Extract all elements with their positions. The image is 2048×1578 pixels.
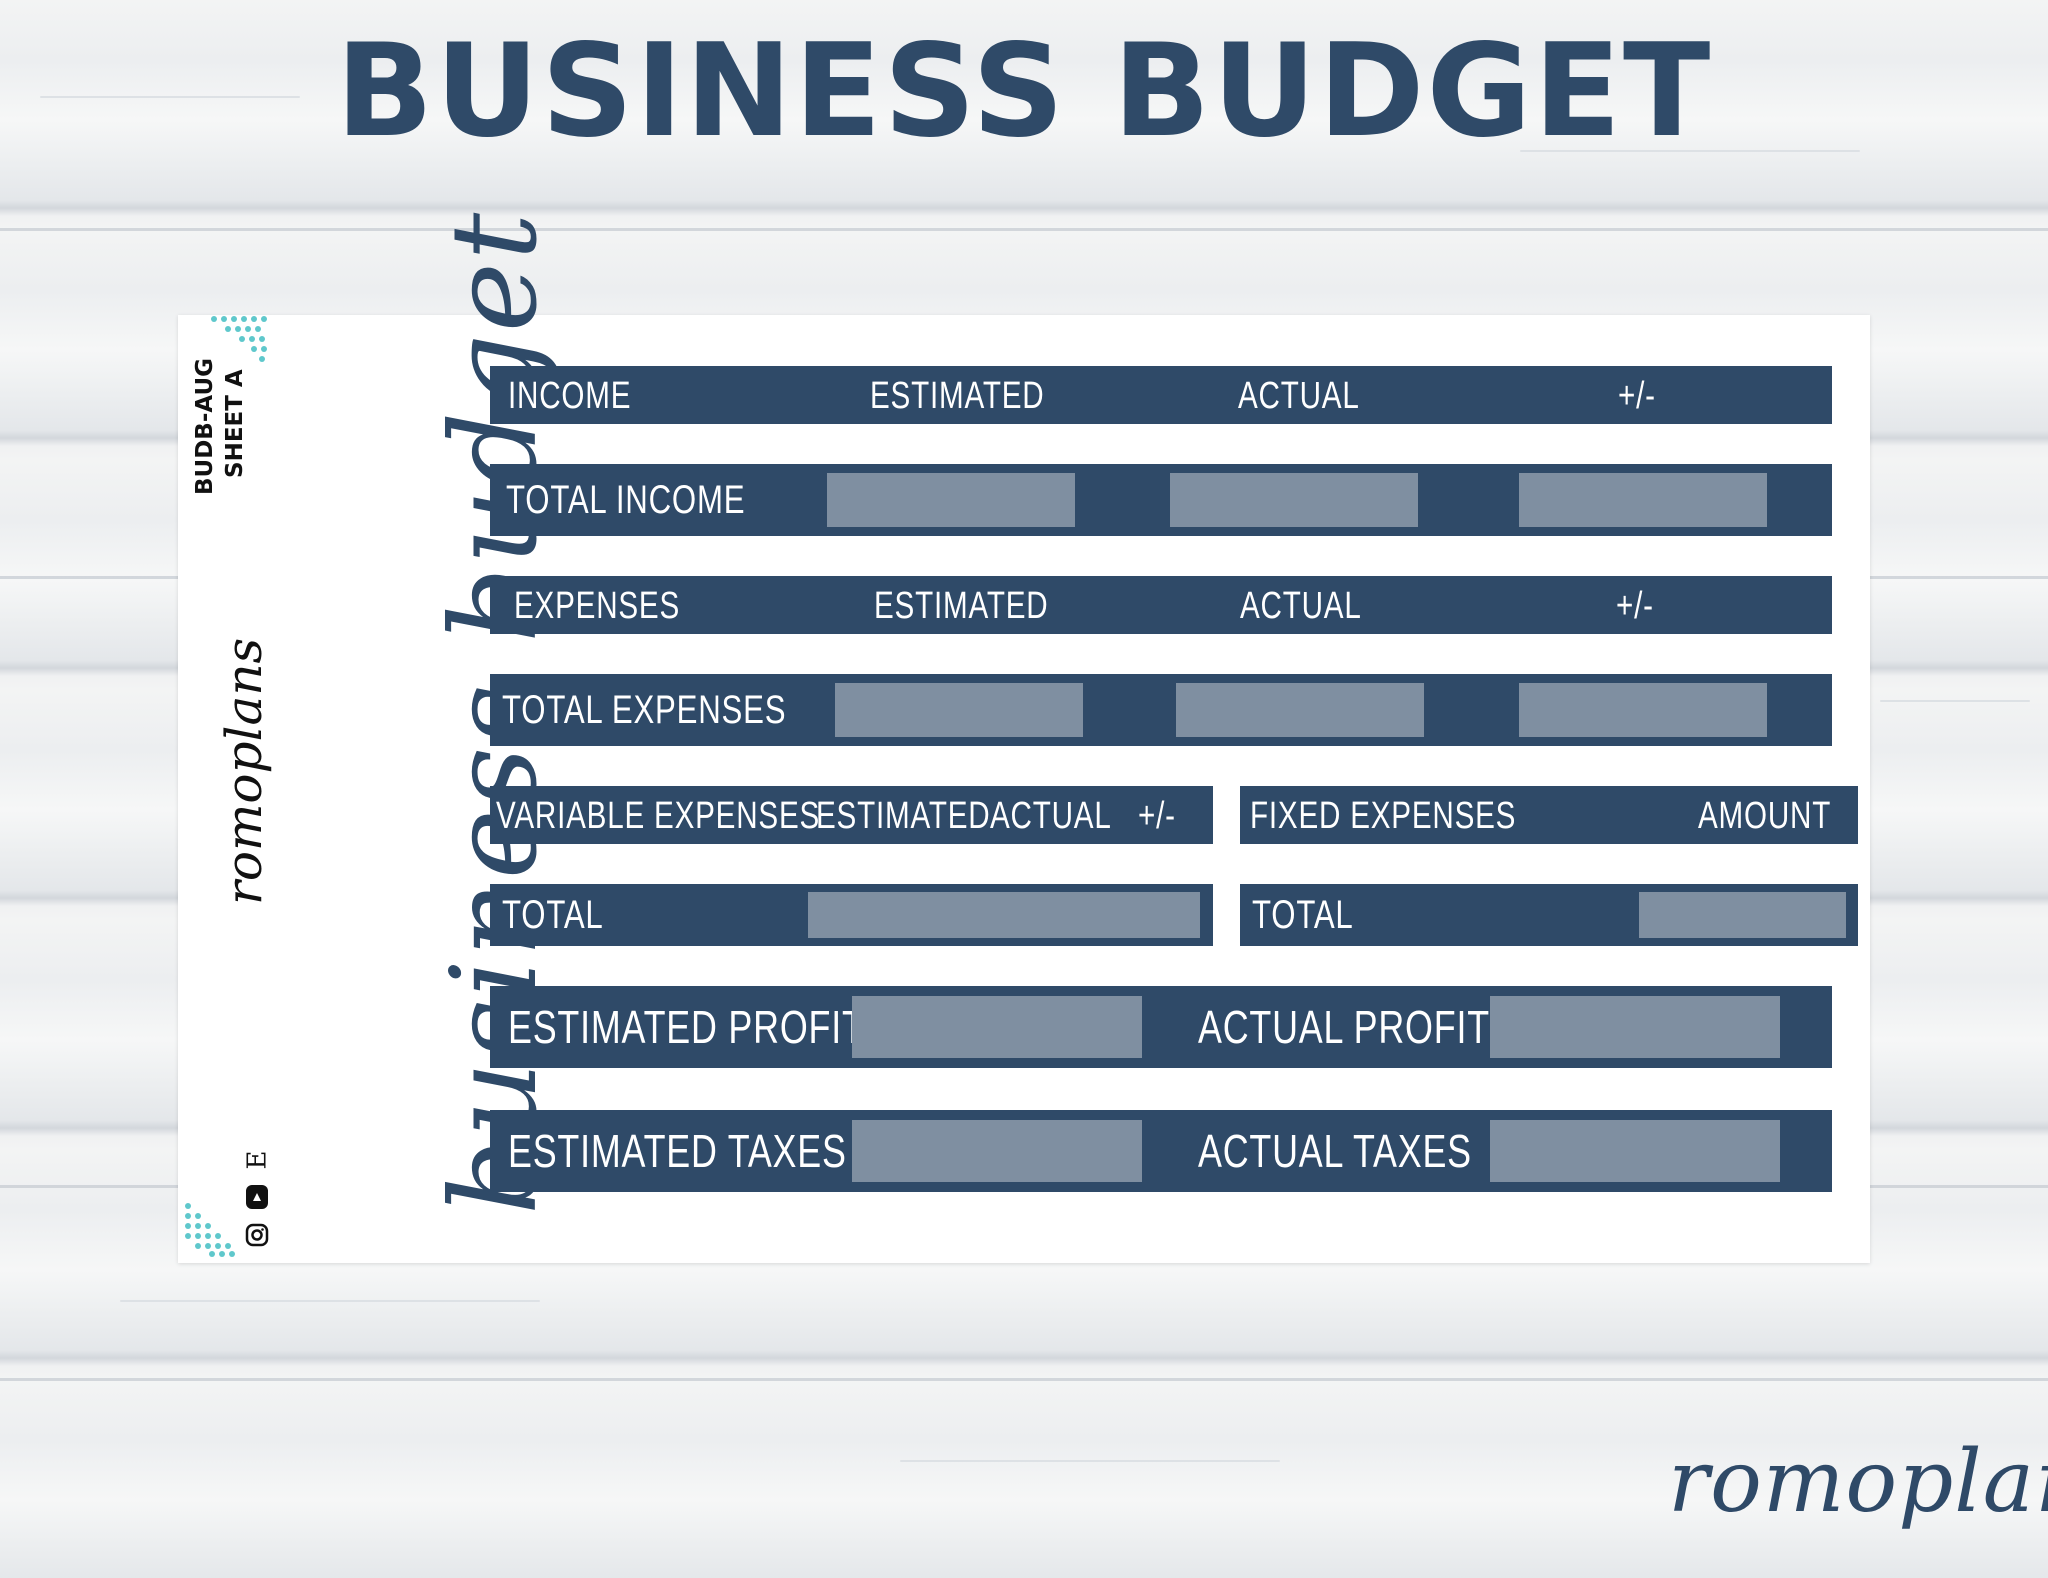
teal-dots-decoration: [185, 1203, 235, 1257]
fixed-total-field[interactable]: [1639, 892, 1846, 938]
profit-bar: ESTIMATED PROFIT ACTUAL PROFIT: [490, 986, 1832, 1068]
actual-taxes-label: ACTUAL TAXES: [1198, 1125, 1472, 1177]
variable-expenses-header-bar: VARIABLE EXPENSES ESTIMATED ACTUAL +/-: [490, 786, 1213, 844]
wood-grain: [1880, 700, 2030, 702]
variable-total-bar: TOTAL: [490, 884, 1213, 946]
total-income-bar: TOTAL INCOME: [490, 464, 1832, 536]
total-expenses-difference-field[interactable]: [1519, 683, 1767, 737]
total-expenses-bar: TOTAL EXPENSES: [490, 674, 1832, 746]
total-income-label: TOTAL INCOME: [506, 478, 746, 522]
brand-vertical: romoplans: [215, 637, 273, 905]
fixed-total-bar: TOTAL: [1240, 884, 1858, 946]
difference-label: +/-: [1138, 795, 1176, 837]
estimated-label: ESTIMATED: [870, 375, 1045, 417]
estimated-label: ESTIMATED: [874, 585, 1049, 627]
plank-seam: [0, 1378, 2048, 1381]
difference-label: +/-: [1616, 585, 1654, 627]
difference-label: +/-: [1618, 375, 1656, 417]
etsy-icon: E: [241, 1150, 272, 1170]
sheet-code-line1: BUDB-AUG: [192, 357, 218, 495]
variable-total-field[interactable]: [808, 892, 1200, 938]
total-expenses-actual-field[interactable]: [1176, 683, 1424, 737]
taxes-bar: ESTIMATED TAXES ACTUAL TAXES: [490, 1110, 1832, 1192]
instagram-icon: [242, 1220, 272, 1250]
estimated-profit-field[interactable]: [852, 996, 1142, 1058]
plank-seam: [0, 228, 2048, 231]
actual-taxes-field[interactable]: [1490, 1120, 1780, 1182]
total-expenses-estimated-field[interactable]: [835, 683, 1083, 737]
fixed-expenses-label: FIXED EXPENSES: [1250, 795, 1517, 837]
amount-label: AMOUNT: [1698, 795, 1832, 837]
teal-dots-decoration: [211, 316, 267, 362]
total-expenses-label: TOTAL EXPENSES: [502, 688, 787, 732]
sheet-code-line2: SHEET A: [222, 369, 248, 478]
total-income-actual-field[interactable]: [1170, 473, 1418, 527]
actual-label: ACTUAL: [1238, 375, 1360, 417]
estimated-taxes-field[interactable]: [852, 1120, 1142, 1182]
estimated-label: ESTIMATED: [816, 795, 991, 837]
page-title: BUSINESS BUDGET: [335, 17, 1713, 166]
income-label: INCOME: [508, 375, 632, 417]
actual-profit-field[interactable]: [1490, 996, 1780, 1058]
income-header-bar: INCOME ESTIMATED ACTUAL +/-: [490, 366, 1832, 424]
variable-total-label: TOTAL: [502, 893, 604, 937]
wood-grain: [40, 96, 300, 98]
actual-label: ACTUAL: [1240, 585, 1362, 627]
fixed-total-label: TOTAL: [1252, 893, 1354, 937]
wood-grain: [120, 1300, 540, 1302]
estimated-profit-label: ESTIMATED PROFIT: [508, 1001, 865, 1053]
actual-profit-label: ACTUAL PROFIT: [1198, 1001, 1490, 1053]
footer-brand: romoplans: [1668, 1432, 2048, 1532]
expenses-header-bar: EXPENSES ESTIMATED ACTUAL +/-: [490, 576, 1832, 634]
expenses-label: EXPENSES: [514, 585, 681, 627]
variable-expenses-label: VARIABLE EXPENSES: [496, 795, 821, 837]
wood-grain: [1520, 150, 1860, 152]
estimated-taxes-label: ESTIMATED TAXES: [508, 1125, 847, 1177]
fixed-expenses-header-bar: FIXED EXPENSES AMOUNT: [1240, 786, 1858, 844]
total-income-difference-field[interactable]: [1519, 473, 1767, 527]
youtube-icon: [242, 1182, 272, 1212]
wood-grain: [900, 1460, 1280, 1462]
total-income-estimated-field[interactable]: [827, 473, 1075, 527]
actual-label: ACTUAL: [990, 795, 1112, 837]
